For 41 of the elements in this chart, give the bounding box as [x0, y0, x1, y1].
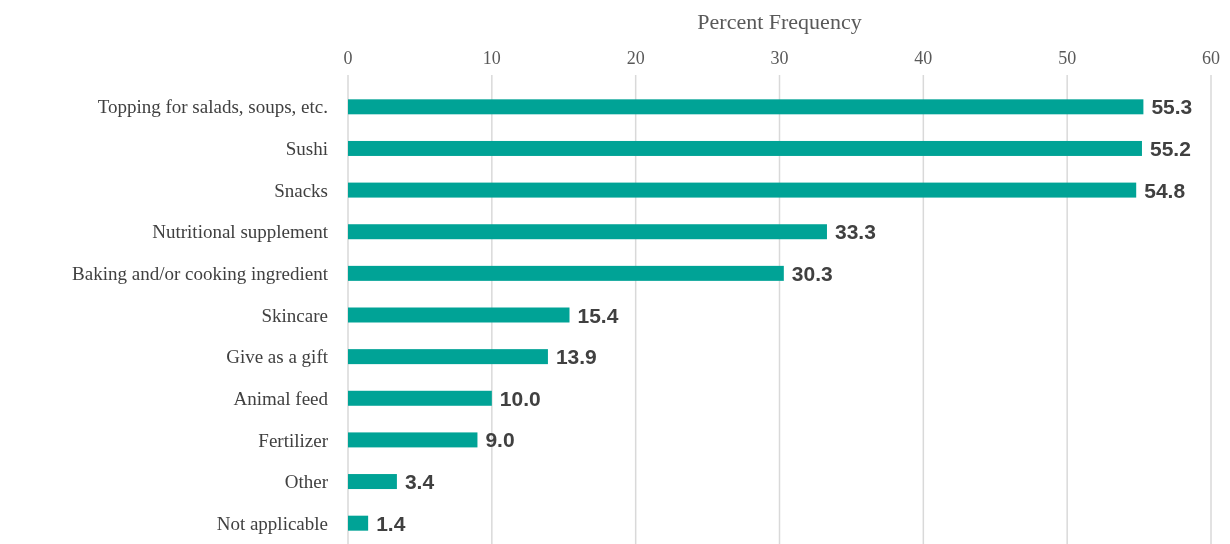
- bar: [348, 182, 1137, 198]
- bar: [348, 140, 1142, 156]
- bar: [348, 474, 397, 490]
- data-label: 1.4: [376, 511, 406, 535]
- x-axis-title: Percent Frequency: [697, 9, 862, 34]
- bar: [348, 515, 369, 531]
- bar: [348, 307, 570, 323]
- data-label: 33.3: [834, 220, 876, 244]
- y-tick-label: Animal feed: [233, 387, 329, 409]
- data-label: 55.2: [1149, 137, 1191, 161]
- y-tick-label: Sushi: [285, 138, 328, 160]
- x-tick-label: 60: [1202, 48, 1220, 68]
- y-tick-label: Nutritional supplement: [152, 221, 329, 243]
- y-tick-label: Baking and/or cooking ingredient: [72, 263, 329, 285]
- bar: [348, 224, 827, 240]
- x-tick-label: 40: [914, 48, 933, 68]
- y-tick-label: Topping for salads, soups, etc.: [97, 96, 328, 118]
- bar: [348, 265, 784, 281]
- bar: [348, 390, 492, 406]
- x-tick-label: 0: [343, 48, 353, 68]
- y-tick-label: Other: [284, 471, 329, 493]
- data-label: 30.3: [791, 261, 833, 285]
- y-tick-label: Skincare: [261, 304, 328, 326]
- x-tick-label: 50: [1058, 48, 1077, 68]
- y-tick-label: Fertilizer: [258, 429, 329, 451]
- data-label: 13.9: [555, 345, 597, 369]
- x-tick-label: 20: [626, 48, 645, 68]
- data-label: 54.8: [1144, 178, 1186, 202]
- data-label: 15.4: [577, 303, 619, 327]
- bar: [348, 432, 478, 448]
- y-tick-label: Not applicable: [216, 512, 328, 534]
- x-tick-label: 30: [770, 48, 789, 68]
- y-tick-label: Give as a gift: [226, 346, 329, 368]
- bar: [348, 99, 1144, 115]
- bar: [348, 349, 548, 365]
- data-label: 9.0: [485, 428, 515, 452]
- x-tick-label: 10: [482, 48, 501, 68]
- y-tick-label: Snacks: [274, 179, 328, 201]
- data-label: 10.0: [499, 386, 541, 410]
- data-label: 3.4: [404, 470, 435, 494]
- data-label: 55.3: [1151, 95, 1193, 119]
